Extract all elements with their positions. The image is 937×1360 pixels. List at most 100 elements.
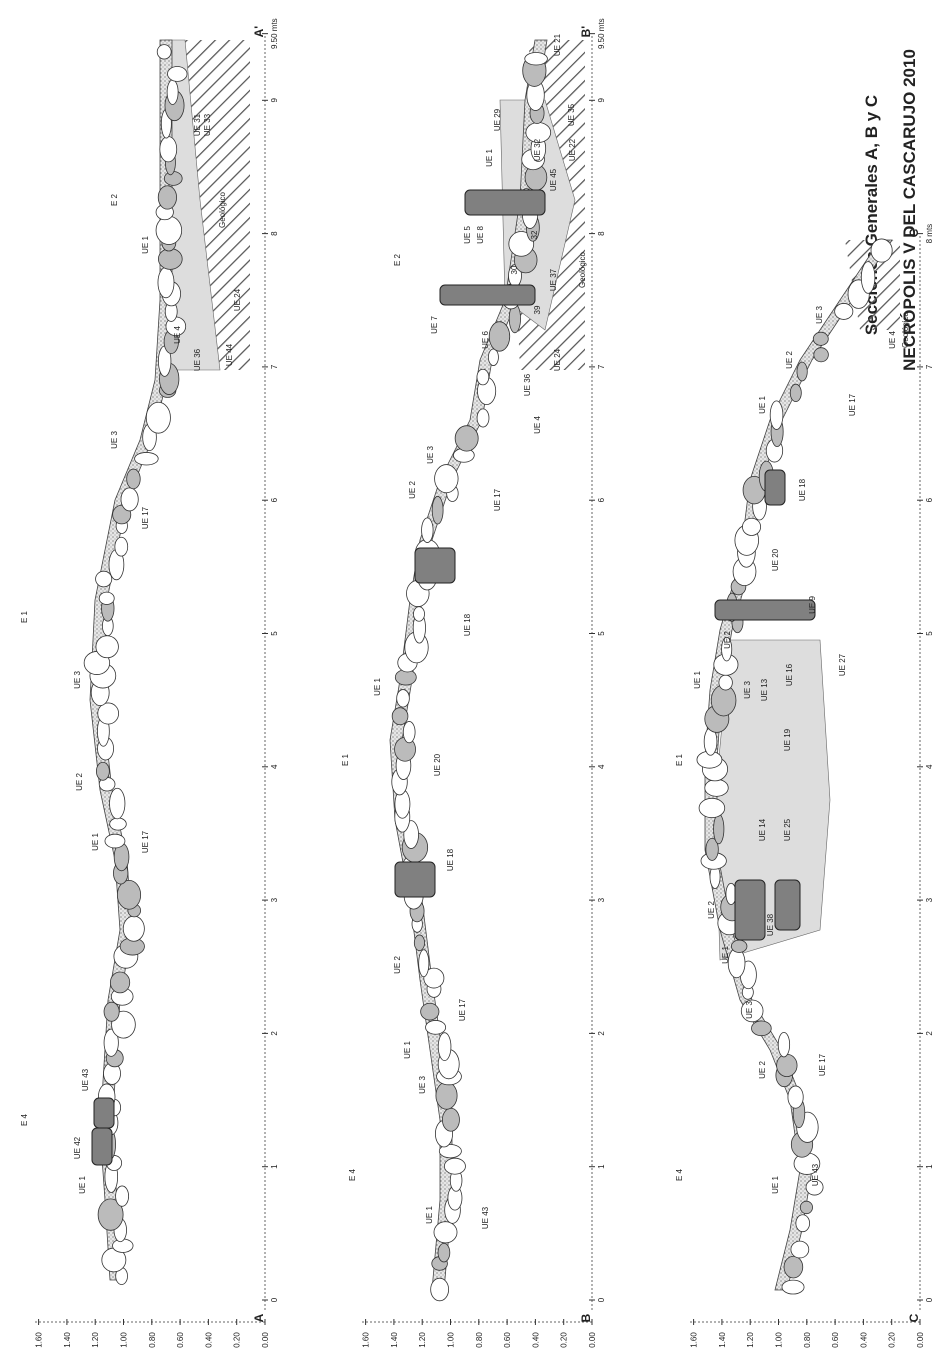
unit-label: Geológico (218, 191, 227, 228)
stone (791, 1241, 809, 1258)
scale-label: 6 (597, 497, 606, 502)
stone (788, 1086, 803, 1108)
scale-label: 8 (597, 231, 606, 236)
scale-label: 2 (925, 1031, 934, 1036)
scale-label: 0 (270, 1297, 279, 1302)
stone (96, 571, 112, 587)
elevation-label: 0.40 (531, 1332, 540, 1348)
unit-label: UE 42 (73, 1136, 82, 1159)
section (35, 34, 268, 1325)
unit-label: UE 17 (458, 998, 467, 1021)
stone (168, 66, 188, 81)
unit-label: 39 (533, 305, 542, 314)
unit-label: UE 18 (446, 848, 455, 871)
unit-label: UE 43 (81, 1068, 90, 1091)
slab (415, 548, 455, 583)
stone (436, 1082, 457, 1109)
elevation-label: 0.00 (916, 1332, 925, 1348)
section-drawing: NECRÓPOLIS V DEL CASCARUJO 2010Secciones… (0, 0, 937, 1355)
unit-label: UE 3 (418, 1076, 427, 1094)
stone (861, 262, 875, 294)
elevation-label: 1.20 (746, 1332, 755, 1348)
elevation-label: 0.80 (475, 1332, 484, 1348)
elevation-label: 1.00 (447, 1332, 456, 1348)
stone (115, 537, 128, 556)
elevation-label: 0.60 (176, 1332, 185, 1348)
section-end: C' (907, 226, 921, 238)
section-end: A' (252, 26, 266, 38)
stone (105, 834, 125, 848)
scale-label: 4 (270, 764, 279, 769)
stone (156, 216, 182, 244)
stone (778, 1032, 789, 1057)
stone (752, 1021, 772, 1036)
scale-label: 2 (270, 1031, 279, 1036)
slab (94, 1098, 114, 1128)
stone (123, 916, 144, 941)
scale-label: 5 (925, 631, 934, 636)
stone (871, 239, 892, 262)
scale-label: 9 (270, 98, 279, 103)
unit-label: UE 17 (141, 830, 150, 853)
unit-label: UE 7 (430, 316, 439, 334)
unit-label: UE 1 (758, 396, 767, 414)
stone (98, 703, 119, 724)
stone (96, 636, 119, 658)
stone (397, 690, 410, 708)
scale-label: 3 (925, 897, 934, 902)
stone (489, 322, 510, 351)
scale-label: 3 (597, 897, 606, 902)
scale-label: 1 (925, 1164, 934, 1169)
stone (110, 972, 129, 993)
unit-label: UE 38 (766, 913, 775, 936)
unit-label: UE 43 (481, 1206, 490, 1229)
stone (728, 948, 745, 978)
stone (104, 1002, 119, 1021)
elevation-label: 0.00 (261, 1332, 270, 1348)
elevation-label: 0.40 (859, 1332, 868, 1348)
stone (432, 496, 443, 524)
unit-label: E 1 (20, 610, 29, 623)
stone (777, 1054, 797, 1076)
unit-label: UE 2 (393, 956, 402, 974)
unit-label: Geológico (901, 311, 910, 348)
unit-label: UE 1 (141, 236, 150, 254)
stone (435, 465, 459, 493)
unit-label: UE 1 (425, 1206, 434, 1224)
stone (705, 779, 728, 796)
unit-label: UE 2 (723, 631, 732, 649)
stone (422, 518, 434, 543)
stone (731, 940, 747, 952)
unit-label: UE 33 (203, 113, 212, 136)
unit-label: UE 3 (426, 446, 435, 464)
unit-label: UE 20 (771, 548, 780, 571)
unit-label: UE 36 (193, 348, 202, 371)
unit-label: UE 9 (808, 596, 817, 614)
scale-label: 7 (270, 364, 279, 369)
unit-label: UE 35 (567, 103, 576, 126)
stone (158, 249, 182, 270)
stone (158, 186, 176, 209)
scale-label: 2 (597, 1031, 606, 1036)
scale-label: 9.50 mts (270, 18, 279, 49)
unit-label: UE 18 (798, 478, 807, 501)
unit-label: UE 1 (403, 1041, 412, 1059)
stone (442, 1108, 459, 1131)
unit-label: E 4 (348, 1168, 357, 1181)
elevation-label: 0.20 (888, 1332, 897, 1348)
unit-label: UE 1 (771, 1176, 780, 1194)
stone (146, 402, 170, 433)
unit-label: UE 2 (758, 1061, 767, 1079)
stone (419, 950, 429, 977)
elevation-label: 0.80 (803, 1332, 812, 1348)
scale-label: 4 (597, 764, 606, 769)
unit-label: UE 3 (110, 431, 119, 449)
unit-label: UE 1 (78, 1176, 87, 1194)
stone (392, 708, 408, 725)
stone (699, 798, 725, 817)
elevation-label: 1.60 (690, 1332, 699, 1348)
elevation-label: 0.20 (233, 1332, 242, 1348)
scale-label: 9 (597, 98, 606, 103)
stone (714, 814, 724, 844)
slab (395, 862, 435, 897)
